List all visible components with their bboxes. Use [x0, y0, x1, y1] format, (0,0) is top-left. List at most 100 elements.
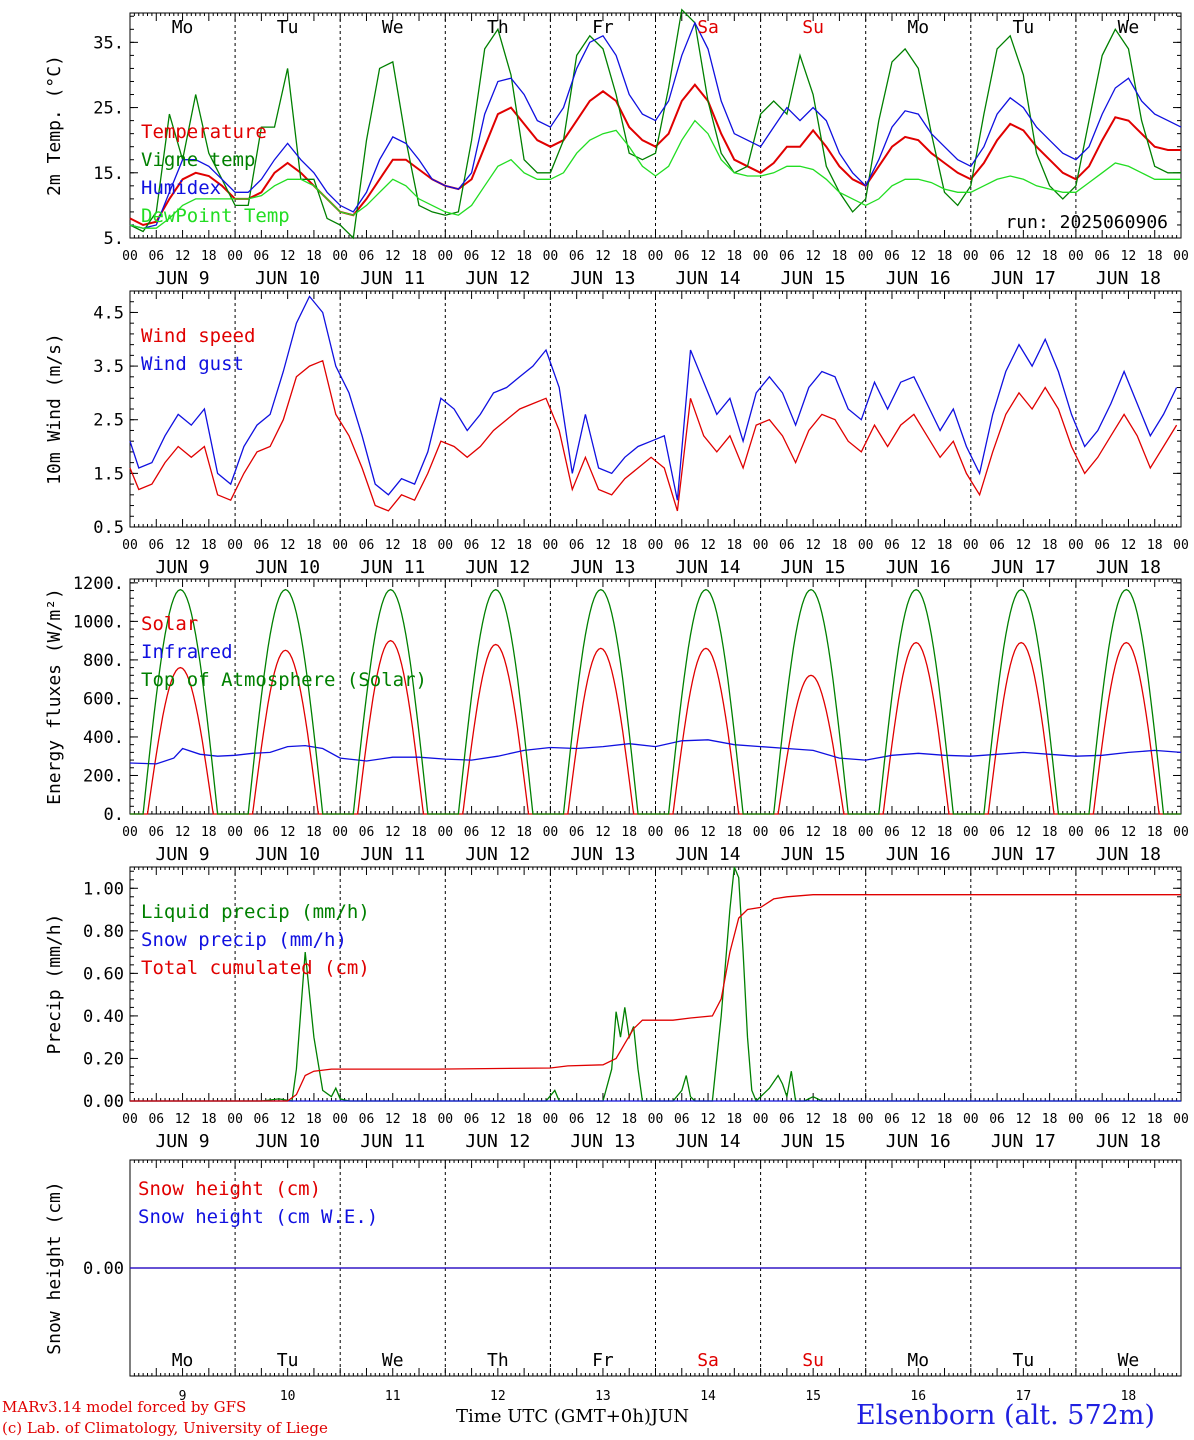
hour-tick-label: 06 — [359, 538, 375, 553]
hour-tick-label: 00 — [332, 1112, 348, 1127]
legend-entry: Wind gust — [141, 353, 244, 375]
hour-tick-label: 00 — [963, 825, 979, 840]
day-number: 9 — [179, 1389, 187, 1404]
hour-tick-label: 12 — [280, 538, 296, 553]
hour-tick-label: 00 — [963, 1112, 979, 1127]
hour-tick-label: 06 — [569, 825, 585, 840]
hour-tick-label: 18 — [1042, 538, 1058, 553]
hour-tick-label: 18 — [937, 538, 953, 553]
day-number: 12 — [490, 1389, 506, 1404]
series-line-vigne-temp — [129, 8, 1181, 240]
hour-tick-label: 18 — [1042, 249, 1058, 264]
date-label: JUN 11 — [360, 557, 425, 578]
weekday-label: We — [382, 1350, 404, 1371]
day-number: 10 — [280, 1389, 296, 1404]
hour-tick-label: 00 — [227, 249, 243, 264]
series-line-wind-gust — [129, 295, 1178, 501]
date-label: JUN 16 — [886, 1131, 951, 1152]
hour-tick-label: 18 — [1147, 538, 1163, 553]
hour-tick-label: 06 — [569, 538, 585, 553]
series-line-wind-speed — [129, 359, 1178, 512]
hour-tick-label: 12 — [805, 538, 821, 553]
legend-entry: Solar — [141, 613, 198, 635]
hour-tick-label: 18 — [621, 1112, 637, 1127]
hour-tick-label: 06 — [989, 249, 1005, 264]
day-number: 14 — [700, 1389, 716, 1404]
date-label: JUN 12 — [465, 268, 530, 289]
panel-5 — [129, 1159, 1182, 1377]
hour-tick-label: 12 — [700, 538, 716, 553]
hour-tick-label: 06 — [569, 1112, 585, 1127]
legend-entry: Liquid precip (mm/h) — [141, 901, 370, 923]
hour-tick-label: 00 — [963, 538, 979, 553]
hour-tick-label: 18 — [832, 249, 848, 264]
hour-tick-label: 00 — [543, 538, 559, 553]
y-tick-label: 800. — [83, 651, 124, 671]
hour-tick-label: 18 — [516, 249, 532, 264]
date-label: JUN 15 — [781, 1131, 846, 1152]
hour-tick-label: 18 — [621, 538, 637, 553]
hour-tick-label: 12 — [595, 825, 611, 840]
date-label: JUN 16 — [886, 557, 951, 578]
hour-tick-label: 18 — [201, 249, 217, 264]
weekday-label: Mo — [172, 1350, 194, 1371]
hour-tick-label: 00 — [858, 538, 874, 553]
hour-tick-label: 06 — [464, 249, 480, 264]
date-label: JUN 12 — [465, 557, 530, 578]
panel-1 — [129, 8, 1182, 240]
hour-tick-label: 18 — [411, 249, 427, 264]
hour-tick-label: 00 — [122, 538, 138, 553]
hour-tick-label: 06 — [359, 249, 375, 264]
hour-tick-label: 18 — [937, 249, 953, 264]
hour-tick-label: 00 — [753, 825, 769, 840]
hour-tick-label: 12 — [1016, 825, 1032, 840]
hour-tick-label: 12 — [280, 825, 296, 840]
hour-tick-label: 12 — [1121, 249, 1137, 264]
legend-entry: Snow precip (mm/h) — [141, 929, 347, 951]
hour-tick-label: 18 — [1147, 825, 1163, 840]
date-label: JUN 17 — [991, 1131, 1056, 1152]
hour-tick-label: 18 — [306, 1112, 322, 1127]
hour-tick-label: 12 — [385, 825, 401, 840]
y-tick-label: 0.20 — [83, 1049, 124, 1069]
hour-tick-label: 18 — [201, 1112, 217, 1127]
legend-entry: Total cumulated (cm) — [141, 957, 370, 979]
date-label: JUN 10 — [255, 268, 320, 289]
y-tick-label: 400. — [83, 728, 124, 748]
hour-tick-label: 00 — [858, 249, 874, 264]
weekday-label: Mo — [907, 17, 929, 38]
hour-tick-label: 18 — [937, 1112, 953, 1127]
hour-tick-label: 12 — [700, 249, 716, 264]
y-tick-label: 0.00 — [83, 1092, 124, 1112]
y-tick-label: 1.5 — [93, 464, 124, 484]
hour-tick-label: 18 — [726, 249, 742, 264]
y-axis-label: 10m Wind (m/s) — [44, 333, 65, 485]
legend-entry: Snow height (cm) — [138, 1178, 321, 1200]
hour-tick-label: 00 — [437, 249, 453, 264]
hour-tick-label: 00 — [963, 249, 979, 264]
hour-tick-label: 06 — [884, 538, 900, 553]
date-label: JUN 9 — [155, 1131, 209, 1152]
hour-tick-label: 12 — [490, 1112, 506, 1127]
hour-tick-label: 12 — [1121, 825, 1137, 840]
hour-tick-label: 06 — [779, 825, 795, 840]
date-label: JUN 18 — [1096, 557, 1161, 578]
hour-tick-label: 06 — [989, 1112, 1005, 1127]
hour-tick-label: 12 — [1121, 1112, 1137, 1127]
hour-tick-label: 00 — [122, 1112, 138, 1127]
y-tick-label: 0.80 — [83, 922, 124, 942]
hour-tick-label: 06 — [148, 1112, 164, 1127]
hour-tick-label: 12 — [700, 1112, 716, 1127]
date-label: JUN 17 — [991, 268, 1056, 289]
hour-tick-label: 06 — [884, 249, 900, 264]
hour-tick-label: 12 — [280, 1112, 296, 1127]
hour-tick-label: 06 — [884, 1112, 900, 1127]
date-label: JUN 17 — [991, 557, 1056, 578]
hour-tick-label: 06 — [779, 1112, 795, 1127]
weekday-label: We — [382, 17, 404, 38]
hour-tick-label: 18 — [516, 538, 532, 553]
hour-tick-label: 00 — [648, 538, 664, 553]
hour-tick-label: 18 — [1042, 1112, 1058, 1127]
day-number: 11 — [385, 1389, 401, 1404]
series-line-temperature — [129, 83, 1181, 227]
